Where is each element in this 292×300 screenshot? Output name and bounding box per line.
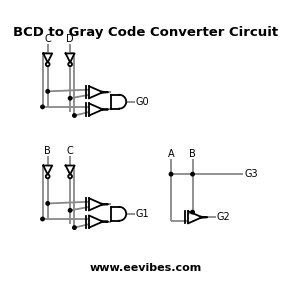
Text: B: B: [44, 146, 51, 156]
Text: D: D: [66, 34, 74, 44]
Circle shape: [46, 202, 49, 205]
Text: www.eevibes.com: www.eevibes.com: [90, 263, 202, 273]
Circle shape: [41, 105, 44, 109]
Polygon shape: [43, 53, 52, 62]
Circle shape: [46, 90, 49, 93]
Circle shape: [41, 217, 44, 221]
Circle shape: [68, 175, 72, 178]
Circle shape: [68, 208, 72, 212]
Circle shape: [169, 172, 173, 176]
Circle shape: [46, 62, 50, 66]
Circle shape: [73, 114, 76, 117]
Circle shape: [73, 226, 76, 229]
Text: G0: G0: [136, 97, 149, 107]
Text: G2: G2: [217, 212, 230, 222]
Text: A: A: [168, 149, 174, 159]
Text: C: C: [44, 34, 51, 44]
Circle shape: [46, 175, 50, 178]
Polygon shape: [43, 166, 52, 175]
Text: G1: G1: [136, 209, 149, 219]
Text: G3: G3: [244, 169, 258, 179]
Circle shape: [68, 62, 72, 66]
Circle shape: [191, 172, 194, 176]
Circle shape: [68, 97, 72, 100]
Polygon shape: [66, 166, 74, 175]
Circle shape: [191, 210, 194, 214]
Polygon shape: [66, 53, 74, 62]
Text: B: B: [189, 149, 196, 159]
Text: C: C: [67, 146, 74, 156]
Text: BCD to Gray Code Converter Circuit: BCD to Gray Code Converter Circuit: [13, 26, 279, 39]
